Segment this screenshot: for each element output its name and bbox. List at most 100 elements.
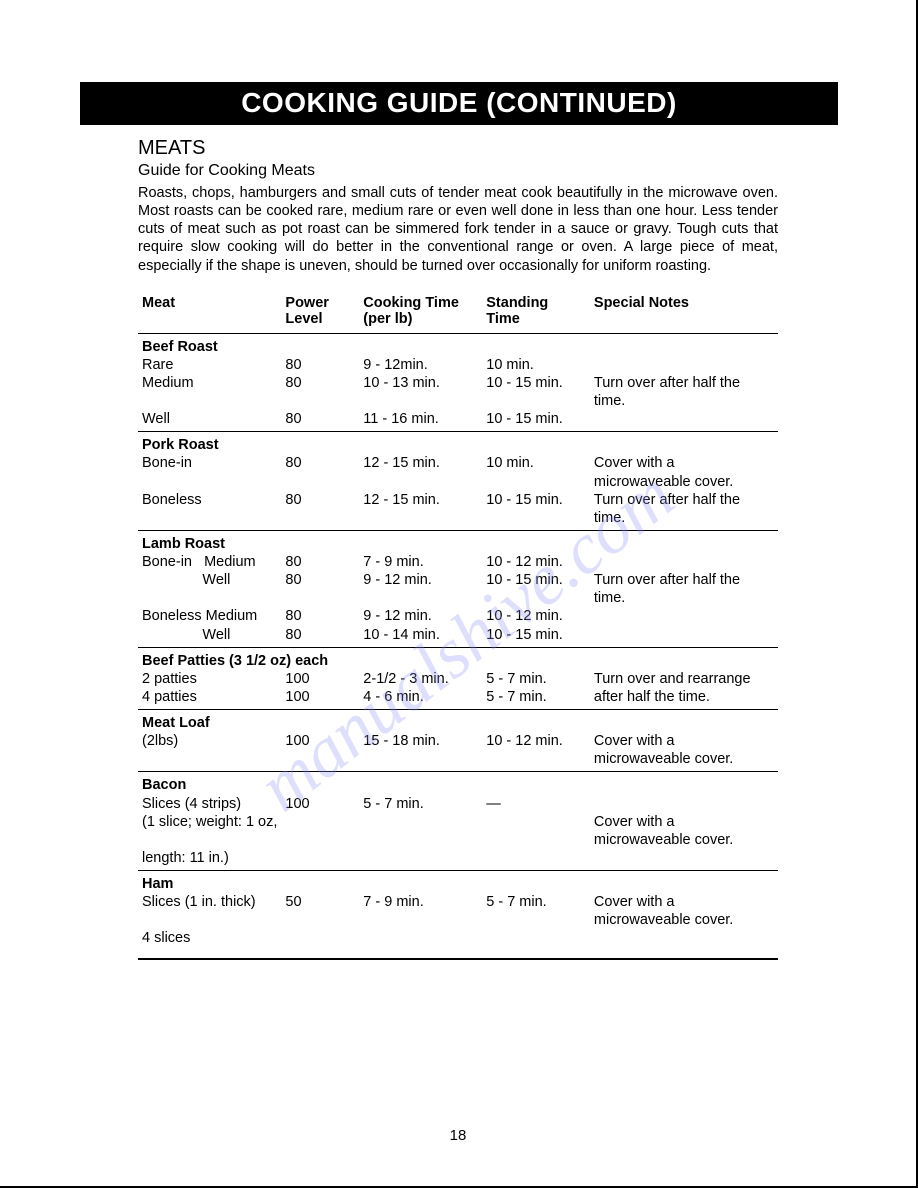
- cell-time: [359, 929, 482, 958]
- cell-meat: Well: [138, 571, 281, 607]
- cell-notes: [590, 356, 778, 374]
- cell-power: 80: [281, 410, 359, 432]
- cell-power: 100: [281, 795, 359, 813]
- cell-time: 4 - 6 min.: [359, 688, 482, 710]
- table-row: Bone-in Medium807 - 9 min.10 - 12 min.: [138, 553, 778, 571]
- table-group-header: Bacon: [138, 772, 778, 795]
- group-header-cell: Lamb Roast: [138, 530, 778, 553]
- cell-meat: Bone-in: [138, 454, 281, 490]
- cell-time: 9 - 12min.: [359, 356, 482, 374]
- cell-stand: —: [482, 795, 590, 813]
- cell-meat: 2 patties: [138, 670, 281, 688]
- cell-stand: 10 - 15 min.: [482, 571, 590, 607]
- cell-power: [281, 849, 359, 871]
- cell-time: 10 - 14 min.: [359, 626, 482, 648]
- cell-notes: Turn over and rearrange: [590, 670, 778, 688]
- cell-meat: Boneless: [138, 491, 281, 531]
- cell-meat: Rare: [138, 356, 281, 374]
- table-row: Well8011 - 16 min.10 - 15 min.: [138, 410, 778, 432]
- cell-notes: Turn over after half the time.: [590, 374, 778, 410]
- section-heading: MEATS: [138, 137, 778, 160]
- cell-stand: [482, 849, 590, 871]
- col-notes: Special Notes: [590, 293, 778, 334]
- cell-time: 12 - 15 min.: [359, 491, 482, 531]
- table-row: length: 11 in.): [138, 849, 778, 871]
- table-row: 2 patties1002-1/2 - 3 min.5 - 7 min.Turn…: [138, 670, 778, 688]
- cell-stand: [482, 813, 590, 849]
- cell-time: 9 - 12 min.: [359, 571, 482, 607]
- cell-stand: 10 - 15 min.: [482, 491, 590, 531]
- cell-power: 80: [281, 571, 359, 607]
- group-header-cell: Pork Roast: [138, 432, 778, 455]
- cell-meat: length: 11 in.): [138, 849, 281, 871]
- cell-meat: 4 patties: [138, 688, 281, 710]
- table-group-header: Pork Roast: [138, 432, 778, 455]
- cell-time: 15 - 18 min.: [359, 732, 482, 772]
- group-header-cell: Meat Loaf: [138, 710, 778, 733]
- content-area: MEATS Guide for Cooking Meats Roasts, ch…: [78, 125, 838, 960]
- cell-power: 100: [281, 732, 359, 772]
- table-row: Rare809 - 12min.10 min.: [138, 356, 778, 374]
- cell-meat: 4 slices: [138, 929, 281, 958]
- cell-notes: Cover with a microwaveable cover.: [590, 893, 778, 929]
- cell-meat: Medium: [138, 374, 281, 410]
- table-row: Medium8010 - 13 min.10 - 15 min.Turn ove…: [138, 374, 778, 410]
- cell-meat: Boneless Medium: [138, 607, 281, 625]
- group-header-cell: Ham: [138, 871, 778, 894]
- cell-time: 7 - 9 min.: [359, 553, 482, 571]
- cell-stand: 10 - 12 min.: [482, 553, 590, 571]
- cell-time: 9 - 12 min.: [359, 607, 482, 625]
- cell-stand: 10 - 15 min.: [482, 410, 590, 432]
- cell-meat: (2lbs): [138, 732, 281, 772]
- cell-stand: 5 - 7 min.: [482, 688, 590, 710]
- cell-meat: Bone-in Medium: [138, 553, 281, 571]
- table-row: Slices (4 strips)1005 - 7 min.—: [138, 795, 778, 813]
- cell-time: [359, 849, 482, 871]
- cell-power: 100: [281, 670, 359, 688]
- col-meat: Meat: [138, 293, 281, 334]
- cell-time: 10 - 13 min.: [359, 374, 482, 410]
- cell-time: [359, 813, 482, 849]
- table-group-header: Beef Patties (3 1/2 oz) each: [138, 647, 778, 670]
- table-row: 4 slices: [138, 929, 778, 958]
- cell-meat: Well: [138, 626, 281, 648]
- cell-notes: [590, 410, 778, 432]
- cell-time: 2-1/2 - 3 min.: [359, 670, 482, 688]
- table-row: Slices (1 in. thick)507 - 9 min.5 - 7 mi…: [138, 893, 778, 929]
- cell-power: 80: [281, 553, 359, 571]
- col-power: PowerLevel: [281, 293, 359, 334]
- table-group-header: Beef Roast: [138, 333, 778, 356]
- cell-power: 100: [281, 688, 359, 710]
- table-group-header: Ham: [138, 871, 778, 894]
- cell-power: 80: [281, 374, 359, 410]
- cell-notes: [590, 929, 778, 958]
- cell-power: 80: [281, 356, 359, 374]
- cell-stand: 5 - 7 min.: [482, 670, 590, 688]
- cell-notes: Turn over after half the time.: [590, 571, 778, 607]
- cell-meat: Well: [138, 410, 281, 432]
- sub-heading: Guide for Cooking Meats: [138, 162, 778, 180]
- cell-stand: 10 - 12 min.: [482, 732, 590, 772]
- cell-notes: Turn over after half the time.: [590, 491, 778, 531]
- table-row: Well809 - 12 min.10 - 15 min.Turn over a…: [138, 571, 778, 607]
- cell-stand: 10 - 12 min.: [482, 607, 590, 625]
- cell-power: [281, 813, 359, 849]
- cell-time: 12 - 15 min.: [359, 454, 482, 490]
- table-row: Well8010 - 14 min.10 - 15 min.: [138, 626, 778, 648]
- table-group-header: Meat Loaf: [138, 710, 778, 733]
- group-header-cell: Beef Roast: [138, 333, 778, 356]
- cell-meat: Slices (1 in. thick): [138, 893, 281, 929]
- cell-stand: 10 - 15 min.: [482, 626, 590, 648]
- cooking-table: Meat PowerLevel Cooking Time(per lb) Sta…: [138, 293, 778, 960]
- table-row: Boneless Medium809 - 12 min.10 - 12 min.: [138, 607, 778, 625]
- cell-notes: [590, 626, 778, 648]
- col-stand: StandingTime: [482, 293, 590, 334]
- cell-notes: [590, 553, 778, 571]
- intro-paragraph: Roasts, chops, hamburgers and small cuts…: [138, 184, 778, 275]
- cell-notes: [590, 607, 778, 625]
- cell-stand: 10 - 15 min.: [482, 374, 590, 410]
- cell-power: 80: [281, 607, 359, 625]
- cell-notes: Cover with a microwaveable cover.: [590, 732, 778, 772]
- cell-stand: 10 min.: [482, 356, 590, 374]
- page-title-banner: COOKING GUIDE (CONTINUED): [80, 82, 838, 125]
